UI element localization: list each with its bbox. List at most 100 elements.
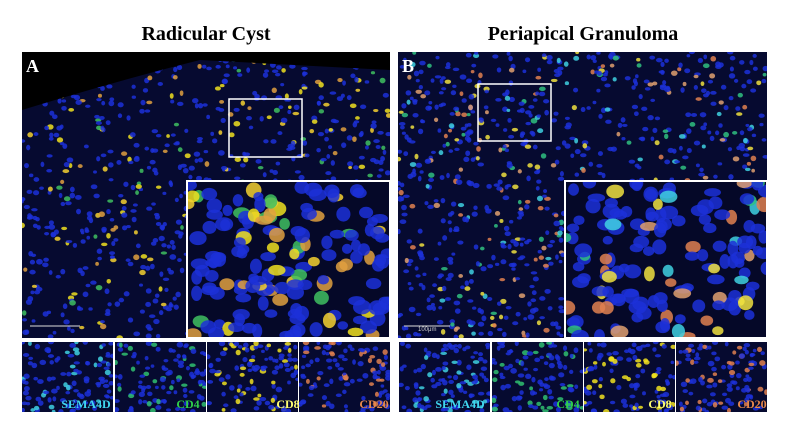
cell	[167, 267, 171, 272]
cell	[554, 159, 560, 165]
cell	[398, 189, 404, 196]
cell	[581, 140, 589, 145]
cell	[660, 61, 665, 67]
cell	[689, 122, 696, 127]
cell	[586, 367, 592, 372]
cell	[434, 75, 442, 79]
cell	[398, 121, 406, 126]
cell	[558, 259, 563, 264]
cell	[44, 225, 51, 229]
cell	[28, 356, 34, 360]
cell	[330, 176, 337, 182]
cell	[718, 100, 724, 105]
cell	[115, 374, 118, 379]
cell	[107, 149, 114, 154]
cell	[562, 345, 568, 351]
cell	[573, 87, 579, 93]
cell	[604, 83, 611, 88]
cell	[129, 406, 134, 411]
cell	[431, 305, 437, 311]
cell	[736, 181, 752, 189]
cell	[398, 187, 401, 191]
cells	[676, 342, 767, 412]
cell	[102, 383, 110, 388]
cell	[22, 222, 25, 229]
cell	[30, 408, 36, 412]
panel-letter: A	[26, 56, 39, 76]
cell	[130, 390, 136, 395]
cell	[515, 358, 520, 364]
cell	[508, 80, 514, 86]
cell	[447, 272, 454, 279]
cell	[695, 352, 700, 358]
cell	[532, 350, 539, 355]
cell	[439, 298, 446, 303]
cell	[557, 397, 564, 401]
cell	[636, 345, 643, 352]
cell	[364, 80, 370, 84]
cell	[636, 57, 641, 62]
cell	[65, 239, 73, 244]
cell	[548, 362, 555, 369]
cell	[654, 116, 661, 121]
cell	[499, 277, 506, 282]
cell	[151, 202, 156, 206]
cell	[378, 390, 385, 395]
cell	[482, 359, 488, 364]
cell	[169, 181, 174, 188]
cell	[90, 280, 97, 285]
cell	[56, 137, 64, 143]
cell	[410, 171, 417, 178]
cell	[458, 167, 464, 172]
cell	[153, 318, 160, 325]
cell	[401, 204, 407, 211]
cell	[519, 242, 524, 247]
cell	[464, 409, 472, 412]
cell	[497, 327, 503, 332]
roi-box	[477, 83, 552, 142]
cell	[660, 205, 679, 220]
cell	[249, 275, 267, 286]
cell	[580, 107, 586, 113]
cell	[256, 400, 262, 406]
cell	[402, 364, 407, 368]
cell	[100, 360, 107, 364]
cell	[524, 57, 531, 63]
cell	[541, 53, 547, 58]
cell	[709, 392, 716, 397]
cell	[695, 97, 702, 101]
cell	[437, 241, 442, 246]
cell	[502, 144, 507, 149]
cell	[378, 159, 384, 165]
cell	[188, 165, 195, 171]
cell	[518, 207, 524, 211]
cell	[68, 107, 75, 112]
cell	[99, 323, 107, 330]
cell	[433, 199, 439, 203]
cell	[28, 342, 32, 346]
cell	[469, 320, 476, 326]
cell	[616, 384, 622, 391]
cell	[215, 64, 221, 69]
cell	[289, 313, 306, 325]
cell	[108, 374, 113, 378]
cell	[479, 246, 485, 251]
cell	[419, 60, 426, 66]
cell	[84, 391, 92, 397]
cell	[528, 404, 534, 409]
cell	[106, 389, 112, 394]
cell	[71, 371, 78, 376]
cell	[280, 117, 288, 123]
cell	[650, 136, 655, 142]
cell	[46, 348, 51, 354]
cell	[253, 397, 260, 401]
cell	[110, 258, 117, 263]
cell	[469, 269, 474, 275]
cell	[656, 398, 664, 405]
cell	[228, 132, 235, 138]
cell	[466, 180, 472, 186]
cell	[466, 130, 473, 135]
cell	[512, 184, 519, 190]
cell	[218, 130, 223, 135]
cell	[321, 395, 328, 401]
